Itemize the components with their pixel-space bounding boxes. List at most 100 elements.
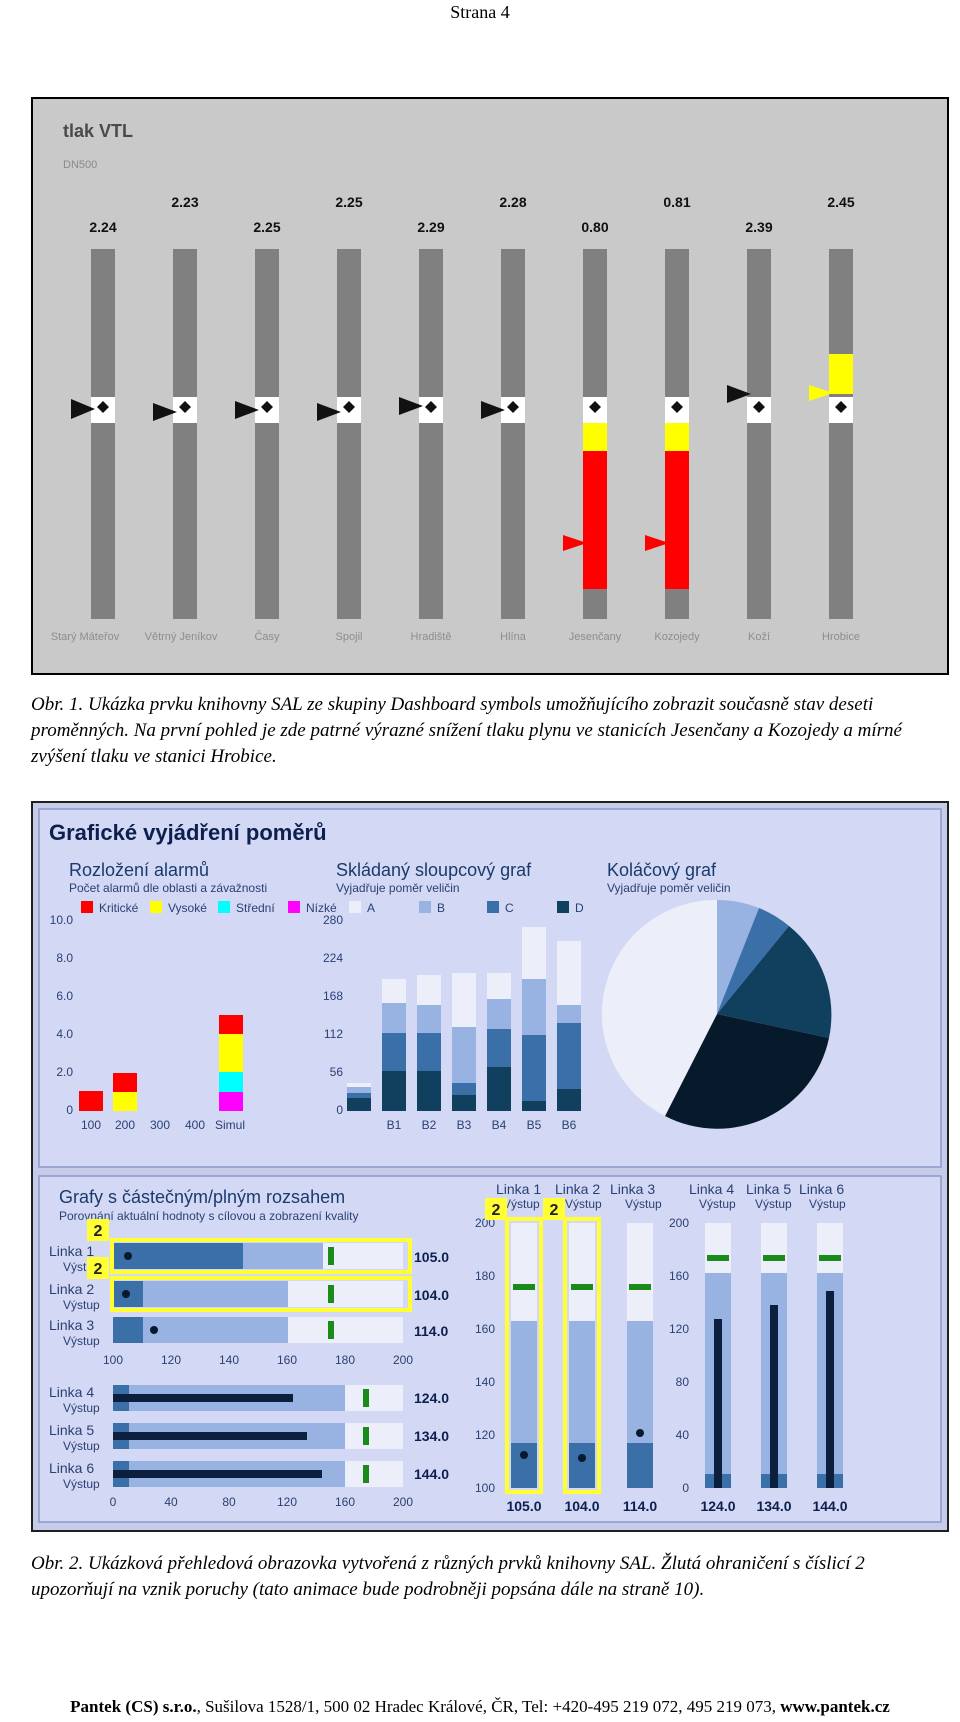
value-pointer [153, 403, 177, 421]
alarm-bar-segment [219, 1015, 243, 1034]
vbullet-value: 134.0 [756, 1498, 791, 1514]
alarm-bar-segment [219, 1092, 243, 1111]
output-label: Výstup [63, 1477, 100, 1491]
y-tick: 168 [323, 989, 343, 1003]
axis-tick: 200 [393, 1495, 413, 1509]
x-tick: B5 [527, 1118, 542, 1132]
setpoint-diamond [835, 401, 847, 413]
output-label: Výstup [63, 1334, 100, 1348]
station-value: 2.39 [745, 219, 773, 235]
legend-swatch-high [150, 901, 162, 913]
stack-segment [452, 1083, 476, 1095]
bullet-value-bar [113, 1432, 307, 1440]
stack-chart-subtitle: Vyjadřuje poměr veličin [336, 881, 460, 895]
y-tick: 56 [330, 1065, 344, 1079]
line-label: Linka 5 [746, 1181, 791, 1197]
axis-tick: 140 [475, 1375, 495, 1389]
stack-segment [557, 1005, 581, 1023]
bullet-value: 105.0 [414, 1249, 449, 1265]
station-label: Starý Máteřov [50, 631, 120, 643]
value-pointer [727, 385, 751, 403]
legend-label: Kritické [99, 901, 139, 915]
fig1-subtitle: DN500 [63, 159, 98, 171]
x-tick: B3 [457, 1118, 472, 1132]
axis-tick: 160 [475, 1322, 495, 1336]
vbullet-target [629, 1284, 651, 1290]
top-panel-title: Grafické vyjádření poměrů [49, 820, 327, 845]
bullet-value: 144.0 [414, 1466, 449, 1482]
value-pointer-critical [645, 535, 669, 551]
setpoint-diamond [671, 401, 683, 413]
vbullet-value-bar [770, 1305, 778, 1488]
stack-chart-title: Skládaný sloupcový graf [336, 860, 532, 880]
stack-segment [522, 979, 546, 1035]
legend-label: B [437, 901, 445, 915]
vbullet-value-bar [714, 1319, 722, 1488]
vbullet-target [707, 1255, 729, 1261]
output-label: Výstup [625, 1197, 662, 1211]
warning-frame [110, 1276, 412, 1312]
axis-tick: 0 [110, 1495, 117, 1509]
alarm-chart-subtitle: Počet alarmů dle oblasti a závažnosti [69, 881, 267, 895]
vbullet-dot [578, 1454, 586, 1462]
legend-label: D [575, 901, 584, 915]
stack-segment [347, 1083, 371, 1087]
stack-segment [452, 1095, 476, 1111]
legend-swatch-D [557, 901, 569, 913]
value-pointer [399, 397, 423, 415]
fig2-canvas: Grafické vyjádření poměrů Rozložení alar… [38, 808, 942, 1523]
gauge-track [337, 249, 361, 619]
output-label: Výstup [503, 1197, 540, 1211]
stack-segment [487, 1029, 511, 1067]
alarm-bar-segment [113, 1073, 137, 1092]
bullet-value: 124.0 [414, 1390, 449, 1406]
stack-segment [487, 973, 511, 999]
alarm-bar-segment [219, 1034, 243, 1072]
setpoint-diamond [425, 401, 437, 413]
bullet-value: 114.0 [414, 1323, 448, 1339]
y-tick: 4.0 [56, 1027, 73, 1041]
station-value: 2.29 [417, 219, 445, 235]
stack-segment [382, 1003, 406, 1033]
station-label: Koží [747, 631, 771, 643]
alarm-chart-title: Rozložení alarmů [69, 860, 209, 880]
line-label: Linka 2 [49, 1281, 94, 1297]
vbullet-value-bar [569, 1443, 595, 1488]
pie-chart-subtitle: Vyjadřuje poměr veličin [607, 881, 731, 895]
pie-slice [717, 908, 789, 1014]
warning-badge-number: 2 [94, 1261, 103, 1278]
line-label: Linka 3 [610, 1181, 655, 1197]
legend-swatch-low [288, 901, 300, 913]
gauge-track [255, 249, 279, 619]
vbullet-value: 124.0 [700, 1498, 735, 1514]
page-header: Strana 4 [450, 2, 510, 22]
station-value: 2.23 [171, 194, 199, 210]
bullet-dot [124, 1252, 132, 1260]
station-value: 0.80 [581, 219, 609, 235]
stack-segment [347, 1093, 371, 1098]
x-tick: Simul [215, 1118, 245, 1132]
figure-1-pressure-dashboard: tlak VTL DN500 2.24 2.23 2.25 2.25 2.29 … [31, 97, 949, 675]
bullet-value: 104.0 [414, 1287, 449, 1303]
stack-segment [382, 1071, 406, 1111]
setpoint-diamond [507, 401, 519, 413]
axis-tick: 40 [164, 1495, 178, 1509]
legend-label: A [367, 901, 375, 915]
y-tick: 0 [66, 1103, 73, 1117]
bullet-value: 134.0 [414, 1428, 449, 1444]
vbullet-value-bar [627, 1443, 653, 1488]
warning-badge [543, 1198, 565, 1220]
bullet-target [328, 1285, 334, 1303]
bullet-value-bar [113, 1243, 243, 1269]
caption-figure-2: Obr. 2. Ukázková přehledová obrazovka vy… [31, 1553, 865, 1600]
gauge-track [747, 249, 771, 619]
y-tick: 2.0 [56, 1065, 73, 1079]
bullet-dot [122, 1290, 130, 1298]
axis-tick: 100 [475, 1481, 495, 1495]
axis-tick: 160 [277, 1353, 297, 1367]
vbullet-dot [520, 1451, 528, 1459]
y-tick: 112 [324, 1027, 343, 1041]
legend-swatch-A [349, 901, 361, 913]
output-label: Výstup [809, 1197, 846, 1211]
y-tick: 280 [323, 913, 343, 927]
